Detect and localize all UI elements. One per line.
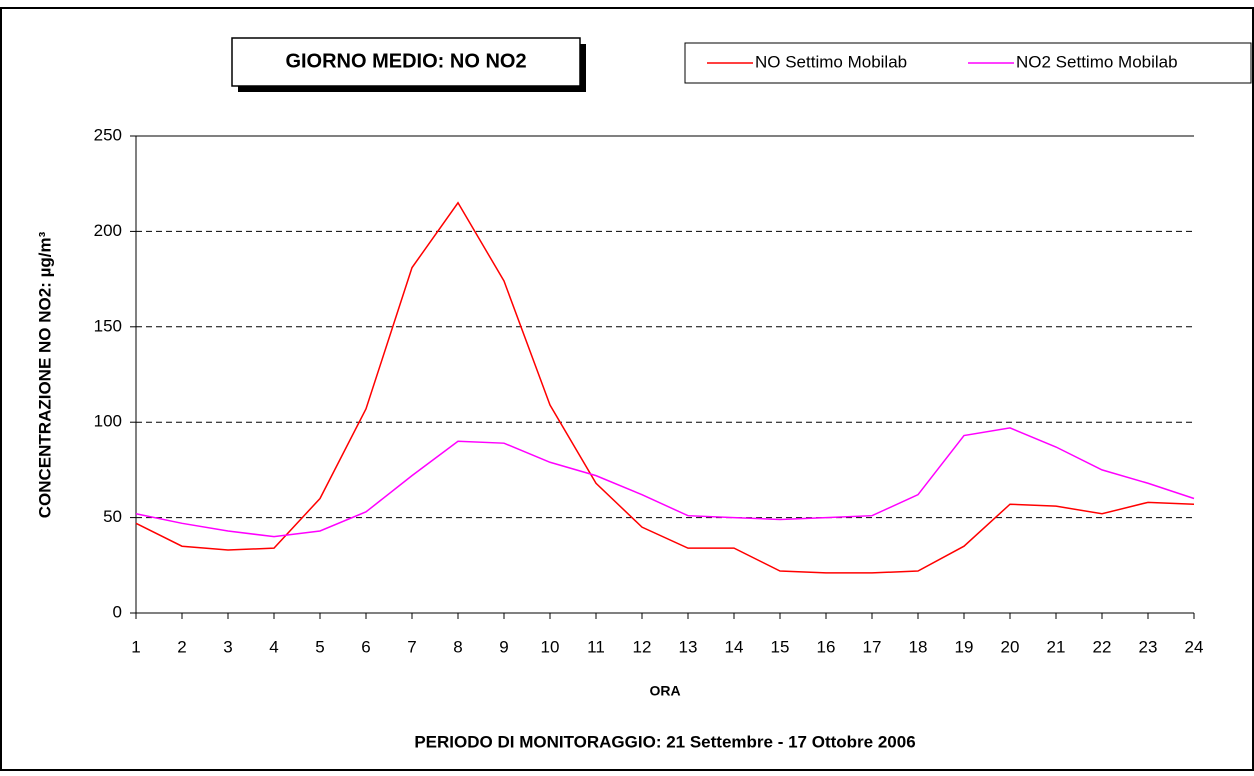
x-tick-label: 22 [1093, 637, 1112, 656]
y-tick-label: 50 [103, 507, 122, 526]
x-tick-label: 20 [1001, 637, 1020, 656]
x-axis-label: ORA [649, 683, 680, 699]
x-tick-label: 4 [269, 637, 278, 656]
x-tick-label: 18 [909, 637, 928, 656]
x-tick-label: 7 [407, 637, 416, 656]
y-tick-label: 100 [94, 412, 122, 431]
x-tick-label: 13 [679, 637, 698, 656]
x-tick-label: 11 [587, 637, 605, 656]
x-tick-label: 24 [1185, 637, 1204, 656]
x-tick-label: 8 [453, 637, 462, 656]
y-tick-label: 0 [113, 602, 122, 621]
x-tick-label: 17 [863, 637, 882, 656]
legend-label: NO2 Settimo Mobilab [1016, 52, 1178, 71]
x-tick-label: 6 [361, 637, 370, 656]
y-tick-label: 250 [94, 125, 122, 144]
y-tick-label: 150 [94, 316, 122, 335]
chart-border [0, 7, 1254, 771]
series-line [135, 427, 1195, 538]
footnote: PERIODO DI MONITORAGGIO: 21 Settembre - … [414, 732, 915, 751]
x-tick-label: 12 [633, 637, 652, 656]
y-tick-label: 200 [94, 221, 122, 240]
x-tick-label: 16 [817, 637, 836, 656]
x-tick-label: 3 [223, 637, 232, 656]
x-tick-label: 21 [1047, 637, 1066, 656]
x-tick-label: 9 [499, 637, 508, 656]
x-tick-label: 19 [955, 637, 974, 656]
x-tick-label: 23 [1139, 637, 1158, 656]
x-tick-label: 14 [725, 637, 744, 656]
y-axis-label: CONCENTRAZIONE NO NO2: µg/m³ [35, 231, 54, 518]
x-tick-label: 15 [771, 637, 790, 656]
x-tick-label: 5 [315, 637, 324, 656]
title-box [231, 37, 581, 87]
x-tick-label: 10 [541, 637, 560, 656]
series-line [135, 201, 1195, 574]
x-tick-label: 2 [177, 637, 186, 656]
legend-label: NO Settimo Mobilab [755, 52, 907, 71]
chart-title: GIORNO MEDIO: NO NO2 [285, 50, 526, 72]
x-tick-label: 1 [131, 637, 140, 656]
